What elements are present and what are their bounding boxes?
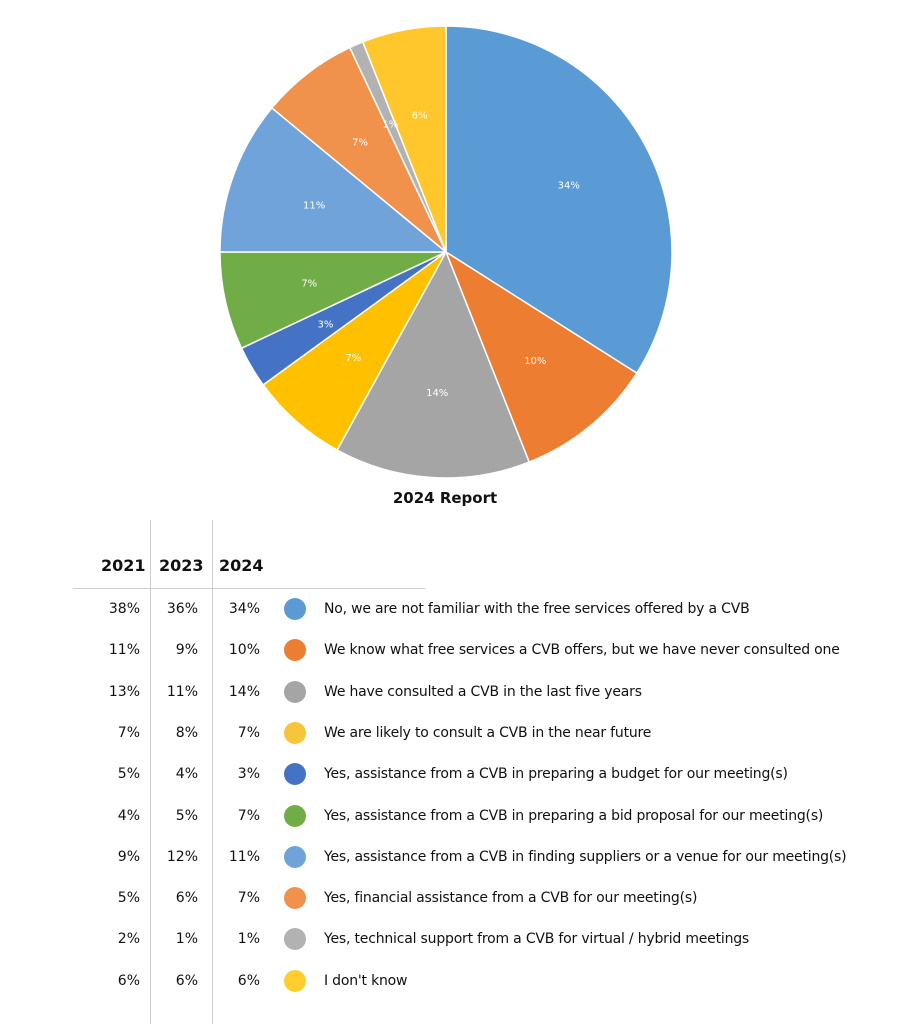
legend-label: Yes, assistance from a CVB in preparing … — [324, 766, 788, 783]
cell-2023: 6% — [175, 972, 198, 989]
cell-2024: 10% — [228, 642, 260, 659]
legend-label: Yes, financial assistance from a CVB for… — [324, 890, 698, 907]
legend-label: Yes, assistance from a CVB in finding su… — [324, 848, 847, 865]
table-row: 38% 36% 34% No, we are not familiar with th… — [0, 598, 905, 628]
table-row: 5% 4% 3% Yes, assistance from a CVB in prep… — [0, 763, 905, 793]
cell-2023: 1% — [175, 931, 198, 948]
cell-2023: 36% — [166, 601, 198, 617]
pie-chart: 34% 10% 14% 7% 3% 7% 11% 7% 1% 6% 2024 Report — [219, 25, 673, 507]
legend-label: We know what free services a CVB offers,… — [324, 642, 840, 659]
cell-2021: 6% — [117, 972, 140, 989]
cell-2021: 5% — [117, 766, 140, 783]
slice-label-6: 11% — [303, 201, 325, 212]
header-2021: 2021 — [101, 556, 146, 575]
slice-label-0: 34% — [558, 180, 580, 191]
cell-2024: 6% — [237, 972, 260, 989]
legend-label: No, we are not familiar with the free se… — [324, 601, 750, 617]
table-row: 11% 9% 10% We know what free services a CVB… — [0, 639, 905, 669]
pie-slice-1 — [444, 250, 638, 464]
legend-label: We are likely to consult a CVB in the ne… — [324, 724, 652, 741]
column-divider-1 — [150, 520, 151, 1024]
legend-color-dot — [284, 680, 306, 703]
header-2024: 2024 — [219, 556, 264, 575]
pie-slice-9 — [361, 25, 447, 253]
table-row: 4% 5% 7% Yes, assistance from a CVB in prep… — [0, 804, 905, 835]
legend-color-dot — [284, 928, 306, 951]
slice-label-7: 7% — [352, 137, 368, 148]
slice-label-8: 1% — [382, 119, 398, 130]
cell-2024: 7% — [237, 890, 260, 907]
pie-slice-0 — [445, 25, 673, 375]
cell-2021: 9% — [117, 848, 140, 865]
cell-2023: 12% — [166, 848, 198, 865]
cell-2024: 7% — [237, 807, 260, 824]
cell-2021: 7% — [117, 724, 140, 741]
table-row: 13% 11% 14% We have consulted a CVB in the … — [0, 680, 905, 711]
legend-color-dot — [284, 639, 306, 662]
cell-2024: 11% — [228, 848, 260, 865]
slice-label-4: 3% — [317, 319, 333, 330]
legend-color-dot — [284, 763, 306, 786]
cell-2023: 6% — [175, 890, 198, 907]
cell-2021: 5% — [117, 890, 140, 907]
header-2023: 2023 — [159, 556, 204, 575]
header-divider — [73, 588, 425, 589]
legend-color-dot — [284, 598, 306, 620]
cell-2023: 5% — [175, 807, 198, 824]
cell-2021: 13% — [108, 683, 140, 700]
cell-2024: 7% — [237, 724, 260, 741]
pie-slice-6 — [219, 106, 449, 253]
cell-2024: 34% — [228, 601, 260, 617]
cell-2023: 11% — [166, 683, 198, 700]
slice-label-9: 6% — [412, 110, 428, 121]
cell-2021: 38% — [108, 601, 140, 617]
table-row: 6% 6% 6% I don't know — [0, 969, 905, 1000]
legend-label: Yes, technical support from a CVB for vi… — [324, 931, 750, 948]
legend-color-dot — [284, 887, 306, 910]
cell-2023: 9% — [175, 642, 198, 659]
cell-2021: 11% — [108, 642, 140, 659]
cell-2023: 8% — [175, 724, 198, 741]
legend-label: We have consulted a CVB in the last five… — [324, 683, 642, 700]
cell-2021: 4% — [117, 807, 140, 824]
cell-2024: 14% — [228, 683, 260, 700]
legend-color-dot — [284, 845, 306, 868]
pie-slice-2 — [336, 250, 531, 479]
slice-label-1: 10% — [524, 356, 546, 367]
table-row: 5% 6% 7% Yes, financial assistance from a C… — [0, 887, 905, 917]
slice-label-3: 7% — [345, 353, 361, 364]
legend-label: I don't know — [324, 972, 408, 989]
cell-2021: 2% — [117, 931, 140, 948]
cell-2023: 4% — [175, 766, 198, 783]
table-row: 9% 12% 11% Yes, assistance from a CVB in fi… — [0, 845, 905, 876]
cell-2024: 3% — [237, 766, 260, 783]
legend-color-dot — [284, 969, 306, 992]
chart-title: 2024 Report — [393, 489, 497, 507]
slice-label-2: 14% — [426, 388, 448, 399]
slice-label-5: 7% — [301, 279, 317, 290]
cell-2024: 1% — [237, 931, 260, 948]
legend-color-dot — [284, 804, 306, 827]
column-divider-2 — [212, 520, 213, 1024]
table-row: 7% 8% 7% We are likely to consult a CVB in … — [0, 721, 905, 752]
legend-label: Yes, assistance from a CVB in preparing … — [324, 807, 824, 824]
table-row: 2% 1% 1% Yes, technical support from a CVB … — [0, 928, 905, 958]
legend-color-dot — [284, 721, 306, 744]
